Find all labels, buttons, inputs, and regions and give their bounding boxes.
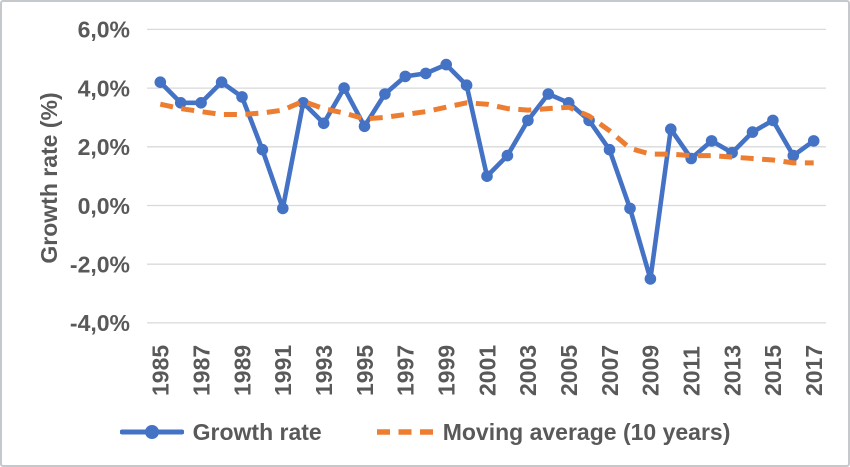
growth-rate-marker [174, 97, 187, 109]
growth-rate-marker [767, 114, 779, 127]
growth-rate-marker [501, 149, 514, 162]
growth-rate-marker [154, 76, 167, 88]
x-tick-label: 1999 [433, 345, 459, 396]
moving-average-line [159, 98, 814, 166]
growth-rate-marker [420, 67, 432, 80]
growth-rate-marker [297, 97, 310, 109]
legend-label-growth-rate: Growth rate [192, 418, 322, 445]
x-tick-label: 2011 [679, 346, 705, 396]
growth-rate-marker [603, 143, 616, 156]
x-tick-label: 2001 [474, 345, 500, 396]
growth-rate-marker [236, 91, 248, 103]
growth-rate-marker [807, 135, 820, 147]
y-tick-label: -2,0% [70, 251, 130, 277]
growth-rate-marker [746, 126, 759, 138]
growth-rate-marker [624, 202, 636, 215]
x-tick-label: 2003 [515, 345, 541, 396]
growth-rate-marker [542, 88, 555, 100]
growth-rate-marker [440, 58, 453, 71]
growth-rate-marker [787, 149, 800, 162]
growth-rate-marker [665, 123, 677, 135]
x-tick-label: 1989 [229, 345, 255, 396]
x-tick-label: 2005 [556, 345, 582, 396]
moving-average-line-swatch [376, 429, 433, 435]
growth-rate-marker [256, 143, 269, 156]
x-tick-label: 2015 [760, 345, 786, 396]
legend-item-moving-average: Moving average (10 years) [376, 418, 731, 446]
growth-rate-marker [705, 135, 718, 147]
x-tick-label: 2009 [638, 345, 664, 396]
growth-rate-marker [379, 88, 391, 100]
growth-rate-marker [460, 79, 473, 91]
growth-rate-marker [399, 70, 412, 83]
legend-label-moving-average: Moving average (10 years) [442, 418, 731, 445]
growth-rate-marker [277, 202, 289, 215]
growth-rate-line-swatch [119, 425, 184, 439]
x-tick-label: 1997 [393, 345, 419, 396]
y-tick-label: 0,0% [78, 193, 130, 219]
legend: Growth rate Moving average (10 years) [2, 410, 848, 454]
legend-item-growth-rate: Growth rate [119, 418, 322, 446]
x-tick-label: 1995 [352, 345, 378, 396]
x-tick-label: 1991 [270, 345, 296, 396]
x-tick-label: 1987 [188, 345, 214, 396]
growth-rate-marker [215, 76, 228, 88]
x-tick-label: 2017 [801, 345, 827, 396]
y-tick-label: -4,0% [70, 310, 130, 336]
growth-rate-marker [522, 114, 534, 127]
growth-rate-marker [317, 117, 330, 130]
growth-rate-marker [338, 82, 350, 94]
x-tick-label: 2013 [719, 345, 745, 396]
growth-rate-marker-swatch [144, 425, 159, 439]
y-tick-label: 6,0% [78, 17, 130, 43]
x-tick-label: 1985 [148, 345, 174, 396]
growth-rate-marker [358, 120, 371, 133]
growth-rate-marker [481, 170, 493, 182]
x-tick-label: 1993 [311, 345, 337, 396]
growth-rate-marker [644, 273, 657, 285]
y-axis-title: Growth rate (%) [36, 92, 62, 264]
y-tick-label: 4,0% [78, 75, 130, 101]
y-tick-label: 2,0% [78, 134, 130, 160]
growth-rate-marker [195, 97, 207, 109]
x-tick-label: 2007 [597, 345, 623, 396]
